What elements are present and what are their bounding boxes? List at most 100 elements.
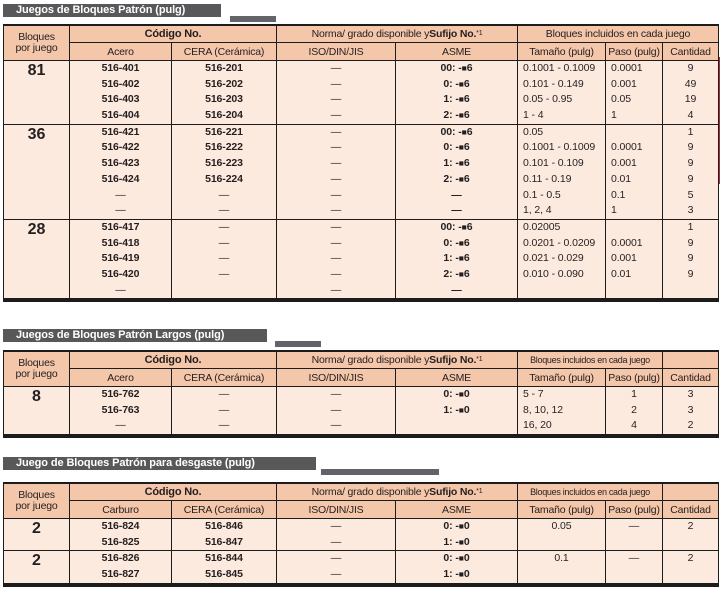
- cell-code-material: 516-422: [101, 141, 140, 154]
- header-empty-cell: [662, 352, 718, 369]
- cell-code-material: —: [115, 283, 126, 296]
- cell-step: [606, 220, 662, 236]
- cell-code-ceramic: 516-203: [205, 93, 243, 106]
- cell-size-column: 0.1001 - 0.1009 0.101 - 0.149 0.05 - 0.95 1…: [517, 61, 605, 124]
- header-cantidad: Cantidad: [662, 43, 718, 61]
- cell-asme-suffix: 2: -■6: [443, 267, 470, 280]
- cell-size: 0.11 - 0.19: [523, 172, 572, 185]
- cell-quantity: 9: [687, 236, 694, 249]
- suffix-placeholder-square: ■: [458, 94, 464, 105]
- cell-asme-suffix: 00: -■6: [440, 125, 473, 138]
- cell-quantity: 2: [687, 552, 694, 565]
- cell-code-ceramic-column: 516-846 516-847: [171, 519, 276, 551]
- cell-quantity: 2: [687, 419, 694, 432]
- cell-quantity: 1: [687, 220, 694, 233]
- cell-iso-din-jis: —: [330, 267, 342, 280]
- cell-code-material: 516-763: [101, 403, 140, 416]
- header-cera-ceramica: CERA (Cerámica): [171, 369, 276, 387]
- cell-code-ceramic: —: [218, 252, 230, 265]
- cell-code-ceramic-column: 516-201 516-202 516-203 516-204: [171, 61, 276, 124]
- cell-code-ceramic: —: [218, 388, 230, 400]
- cell-asme-suffix: —: [451, 204, 462, 217]
- cell-step-column: —: [605, 519, 662, 551]
- cell-step: 0.001: [611, 252, 637, 265]
- cell-quantity: [663, 535, 718, 551]
- cell-code-ceramic-column: — — — —: [171, 218, 276, 299]
- cell-quantity: 3: [687, 403, 694, 416]
- cell-iso-din-jis: —: [330, 109, 342, 122]
- cell-iso-din-jis: —: [330, 388, 342, 400]
- cell-code-material: 516-401: [101, 62, 140, 74]
- cell-step: 0.0001: [611, 62, 643, 74]
- cell-iso-din-jis-column: — —: [276, 550, 395, 583]
- blocks-per-set-count: 28: [4, 218, 69, 298]
- cell-step-column: 0.0001 0.001 0.01 0.1 1: [605, 123, 662, 219]
- cell-code-ceramic: 516-844: [205, 552, 243, 565]
- cell-code-material: —: [115, 419, 126, 432]
- cell-code-material: 516-421: [101, 125, 140, 138]
- cell-step: —: [628, 552, 640, 565]
- header-bloques-por-juego: Bloques por juego: [4, 26, 69, 61]
- cell-quantity-column: 2: [662, 550, 718, 583]
- cell-size: [518, 535, 605, 551]
- cell-asme-suffix: 1: -■6: [443, 93, 470, 106]
- header-material: Acero: [69, 369, 171, 387]
- cell-quantity: 3: [687, 204, 694, 217]
- blocks-per-set-count: 2: [32, 520, 41, 537]
- cell-size: 0.05: [551, 520, 572, 532]
- cell-code-ceramic-column: 516-844 516-845: [171, 550, 276, 583]
- cell-code-material: 516-825: [101, 535, 140, 548]
- header-iso-din-jis: ISO/DIN/JIS: [276, 501, 395, 519]
- cell-iso-din-jis: —: [330, 220, 342, 233]
- cell-iso-din-jis: —: [330, 188, 342, 201]
- header-line: por juego: [15, 42, 58, 54]
- cell-code-ceramic: —: [218, 188, 230, 201]
- cell-code-material: 516-420: [101, 267, 140, 280]
- cell-code-material: 516-419: [101, 252, 140, 265]
- cell-asme-suffix: 00: -■6: [440, 62, 473, 74]
- cell-iso-din-jis: —: [330, 236, 342, 249]
- cell-asme-suffix-column: 0: -■0 1: -■0: [395, 550, 517, 583]
- cell-code-material: 516-418: [101, 236, 140, 249]
- cell-asme-suffix: 1: -■0: [443, 568, 470, 581]
- blocks-per-set-count: 2: [4, 550, 69, 582]
- header-norma-grado-sufijo: Norma/ grado disponible y Sufijo No. *1: [276, 26, 517, 43]
- cell-size: 0.05: [523, 125, 544, 138]
- cell-quantity: 9: [687, 172, 694, 185]
- cell-code-material: 516-762: [101, 388, 140, 400]
- title-shadow-bar: [230, 16, 276, 22]
- cell-quantity-column: 2: [662, 519, 718, 551]
- cell-asme-suffix: 0: -■6: [443, 77, 470, 90]
- header-codigo-no: Código No.: [69, 484, 276, 501]
- cell-quantity-column: 3 3 2: [662, 387, 718, 435]
- cell-step: 0.01: [611, 267, 632, 280]
- cell-size: [518, 283, 605, 299]
- blocks-per-set-count: 8: [32, 388, 41, 405]
- header-iso-din-jis: ISO/DIN/JIS: [276, 369, 395, 387]
- cell-code-ceramic: 516-224: [205, 172, 243, 185]
- cell-code-ceramic: 516-202: [205, 77, 243, 90]
- norma-label-bold: Sufijo No.: [429, 354, 477, 366]
- header-bloques-incluidos: Bloques incluidos en cada juego: [517, 484, 662, 501]
- cell-size: 0.1001 - 0.1009: [523, 141, 596, 154]
- cell-code-material: 516-826: [101, 552, 140, 565]
- header-asme: ASME: [395, 369, 517, 387]
- suffix-placeholder-square: ■: [458, 142, 464, 153]
- cell-code-ceramic: —: [218, 419, 230, 432]
- cell-code-ceramic: 516-847: [205, 535, 243, 548]
- cell-code-ceramic: —: [218, 403, 230, 416]
- norma-label-bold: Sufijo No.: [429, 486, 477, 498]
- header-line: Bloques: [18, 357, 55, 369]
- cell-quantity: 9: [687, 252, 694, 265]
- cell-code-material: 516-827: [101, 568, 140, 581]
- cell-size-column: 0.05: [517, 519, 605, 551]
- cell-code-ceramic-column: — — —: [171, 387, 276, 435]
- cell-step: 0.001: [611, 77, 637, 90]
- cell-asme-suffix-column: 0: -■0 1: -■0: [395, 387, 517, 435]
- cell-iso-din-jis-column: — — — —: [276, 61, 395, 124]
- cell-code-material-column: 516-762 516-763 —: [69, 387, 171, 435]
- cell-size: 0.02005: [523, 220, 561, 233]
- cell-code-material-column: 516-421 516-422 516-423 516-424 — —: [69, 123, 171, 219]
- cell-size: 0.101 - 0.149: [523, 77, 584, 90]
